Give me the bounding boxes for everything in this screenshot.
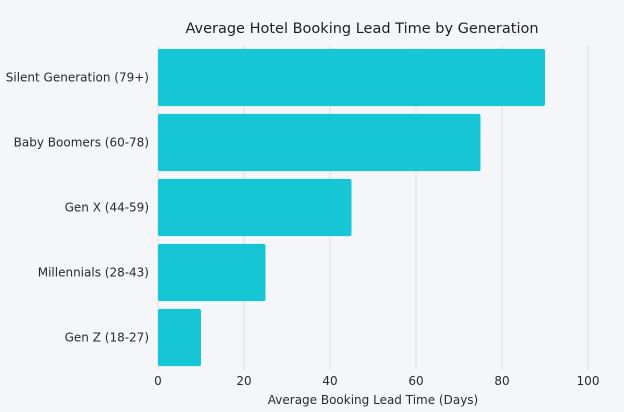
bar (158, 48, 545, 107)
bar (158, 243, 266, 302)
category-label: Silent Generation (79+) (6, 71, 149, 85)
bars (158, 48, 545, 367)
x-tick-label: 0 (154, 374, 162, 388)
bar (158, 113, 481, 172)
category-label: Gen Z (18-27) (65, 331, 149, 345)
x-tick-label: 40 (322, 374, 337, 388)
x-tick-label: 80 (494, 374, 509, 388)
x-tick-label: 100 (577, 374, 600, 388)
bar (158, 308, 201, 367)
category-label: Baby Boomers (60-78) (14, 136, 149, 150)
category-labels: Silent Generation (79+) Baby Boomers (60-… (6, 71, 149, 345)
category-label: Gen X (44-59) (65, 201, 149, 215)
chart-title: Average Hotel Booking Lead Time by Gener… (185, 21, 538, 37)
x-tick-label: 20 (236, 374, 251, 388)
x-tick-label: 60 (408, 374, 423, 388)
bar (158, 178, 352, 237)
x-axis-label: Average Booking Lead Time (Days) (268, 393, 478, 407)
category-label: Millennials (28-43) (38, 266, 149, 280)
x-tick-labels: 0 20 40 60 80 100 (154, 374, 599, 388)
